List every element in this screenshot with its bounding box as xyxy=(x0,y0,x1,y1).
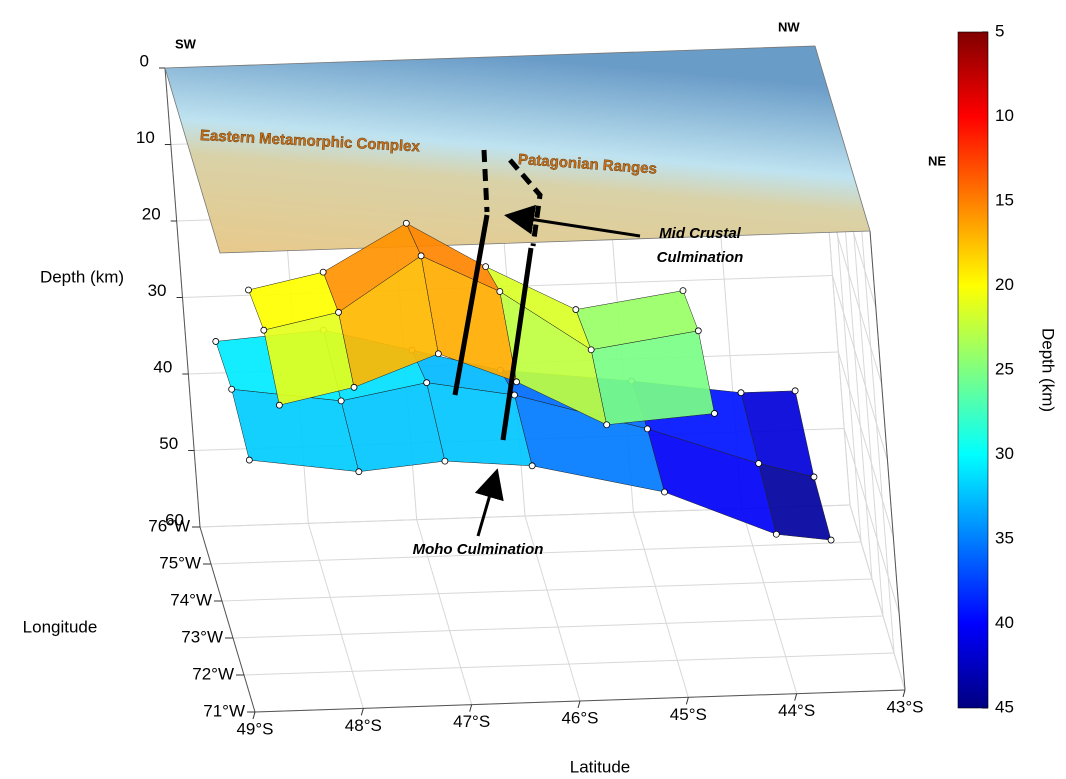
grid-line xyxy=(844,429,899,614)
x-tick-label: 45°S xyxy=(670,705,707,724)
station-point xyxy=(276,402,282,408)
station-point xyxy=(529,463,535,469)
tick-mark xyxy=(686,697,688,704)
tick-mark xyxy=(578,701,580,708)
station-point xyxy=(356,469,362,475)
station-point xyxy=(512,392,518,398)
x-axis-label: Latitude xyxy=(570,757,631,776)
station-point xyxy=(213,338,219,344)
z-tick-label: 10 xyxy=(136,128,155,147)
grid-line xyxy=(742,509,797,694)
tick-mark xyxy=(903,690,905,697)
grid-line xyxy=(833,276,888,461)
y-axis-label: Longitude xyxy=(23,617,98,636)
station-point xyxy=(351,384,357,390)
tick-mark xyxy=(253,712,255,719)
axis-line xyxy=(870,231,905,690)
z-tick-label: 40 xyxy=(153,357,172,376)
z-tick-label: 50 xyxy=(159,434,178,453)
station-point xyxy=(338,398,344,404)
station-point xyxy=(514,379,520,385)
grid-line xyxy=(244,653,894,675)
colorbar-tick-label: 45 xyxy=(995,697,1014,716)
x-tick-label: 43°S xyxy=(886,697,923,716)
x-tick-label: 47°S xyxy=(453,712,490,731)
x-tick-label: 46°S xyxy=(561,708,598,727)
colorbar-tick-label: 35 xyxy=(995,528,1014,547)
station-point xyxy=(320,269,326,275)
x-tick-label: 49°S xyxy=(236,719,273,738)
grid-line xyxy=(838,352,893,537)
y-tick-label: 72°W xyxy=(192,664,234,683)
colorbar-tick-label: 40 xyxy=(995,613,1014,632)
y-tick-label: 73°W xyxy=(181,627,223,646)
station-point xyxy=(680,288,686,294)
axis-line xyxy=(200,527,255,712)
station-point xyxy=(662,489,668,495)
station-point xyxy=(604,422,610,428)
station-point xyxy=(418,253,424,259)
grid-line xyxy=(233,616,883,638)
station-point xyxy=(261,327,267,333)
colorbar-label: Depth (km) xyxy=(1039,328,1058,412)
tick-mark xyxy=(795,694,797,701)
station-point xyxy=(246,287,252,293)
station-point xyxy=(497,289,503,295)
z-tick-label: 30 xyxy=(148,281,167,300)
station-point xyxy=(424,380,430,386)
station-point xyxy=(435,351,441,357)
corner-label: NE xyxy=(928,153,946,168)
colorbar-tick-label: 15 xyxy=(995,190,1014,209)
grid-line xyxy=(308,523,363,708)
y-tick-label: 76°W xyxy=(148,516,190,535)
y-tick-label: 74°W xyxy=(170,590,212,609)
z-tick-label: 0 xyxy=(140,51,149,70)
y-tick-label: 75°W xyxy=(159,553,201,572)
colorbar-tick-label: 5 xyxy=(995,21,1004,40)
station-point xyxy=(442,458,448,464)
grid-line xyxy=(633,512,688,697)
tick-mark xyxy=(470,705,472,712)
station-point xyxy=(229,386,235,392)
annotation: Culmination xyxy=(657,249,744,266)
chart: 010203040506076°W75°W74°W73°W72°W71°W49°… xyxy=(0,0,1066,779)
tick-mark xyxy=(361,708,363,715)
station-point xyxy=(738,390,744,396)
corner-label: SW xyxy=(175,36,197,51)
colorbar-tick-label: 25 xyxy=(995,359,1014,378)
annotation: Moho Culmination xyxy=(413,541,544,558)
station-point xyxy=(644,426,650,432)
station-point xyxy=(792,388,798,394)
colorbar-tick-label: 20 xyxy=(995,275,1014,294)
station-point xyxy=(246,457,252,463)
x-tick-label: 48°S xyxy=(345,716,382,735)
grid-line xyxy=(222,579,872,601)
z-axis-label: Depth (km) xyxy=(40,267,124,286)
corner-label: NW xyxy=(778,19,800,34)
map-plane xyxy=(165,46,870,253)
annotation: Mid Crustal xyxy=(659,225,742,242)
y-tick-label: 71°W xyxy=(203,701,245,720)
colorbar xyxy=(958,32,988,708)
colorbar-tick-label: 30 xyxy=(995,444,1014,463)
station-point xyxy=(711,410,717,416)
z-tick-label: 20 xyxy=(142,204,161,223)
station-point xyxy=(483,264,489,270)
station-point xyxy=(828,537,834,543)
grid-line xyxy=(859,194,894,653)
station-point xyxy=(756,460,762,466)
station-point xyxy=(336,309,342,315)
station-point xyxy=(588,347,594,353)
station-point xyxy=(811,474,817,480)
colorbar-tick-label: 10 xyxy=(995,106,1014,125)
grid-line xyxy=(850,505,905,690)
station-point xyxy=(573,307,579,313)
station-point xyxy=(403,220,409,226)
station-point xyxy=(773,531,779,537)
station-point xyxy=(695,328,701,334)
x-tick-label: 44°S xyxy=(778,701,815,720)
map-image xyxy=(165,46,870,253)
